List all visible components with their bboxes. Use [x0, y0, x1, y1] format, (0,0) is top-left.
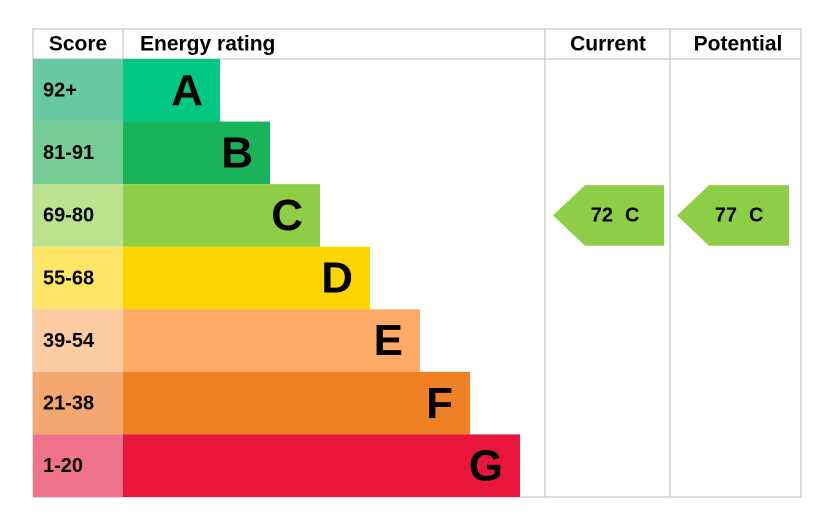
score-cell — [33, 371, 123, 435]
score-range: 21-38 — [43, 392, 94, 414]
potential-rating: C — [749, 205, 763, 227]
rating-letter: G — [469, 441, 503, 490]
rating-letter: E — [374, 316, 403, 365]
header-energy: Energy rating — [140, 33, 275, 56]
score-range: 69-80 — [43, 205, 94, 227]
score-cell — [33, 59, 123, 122]
potential-arrow — [677, 185, 789, 246]
header-potential: Potential — [694, 33, 783, 56]
score-cell — [33, 184, 123, 247]
header-score: Score — [49, 33, 107, 56]
score-range: 1-20 — [43, 455, 83, 477]
score-range: 39-54 — [43, 330, 95, 352]
rating-bar — [123, 371, 470, 435]
score-cell — [33, 434, 123, 497]
score-range: 92+ — [43, 80, 77, 102]
rating-letter: A — [171, 66, 203, 115]
current-arrow — [553, 185, 664, 246]
rating-letter: B — [221, 128, 253, 177]
current-score: 72 — [591, 205, 613, 227]
current-rating: C — [625, 205, 639, 227]
rating-bar — [123, 309, 420, 372]
score-range: 55-68 — [43, 267, 94, 289]
rating-bar — [123, 184, 320, 247]
potential-score: 77 — [715, 205, 737, 227]
score-cell — [33, 309, 123, 372]
score-cell — [33, 121, 123, 185]
rating-letter: D — [321, 254, 353, 303]
rating-bar — [123, 434, 520, 497]
rating-letter: C — [271, 191, 303, 240]
rating-bar — [123, 59, 220, 122]
score-cell — [33, 246, 123, 310]
score-range: 81-91 — [43, 142, 94, 164]
rating-bar — [123, 121, 270, 185]
rating-letter: F — [426, 379, 453, 428]
header-current: Current — [570, 33, 646, 56]
rating-bar — [123, 246, 370, 310]
